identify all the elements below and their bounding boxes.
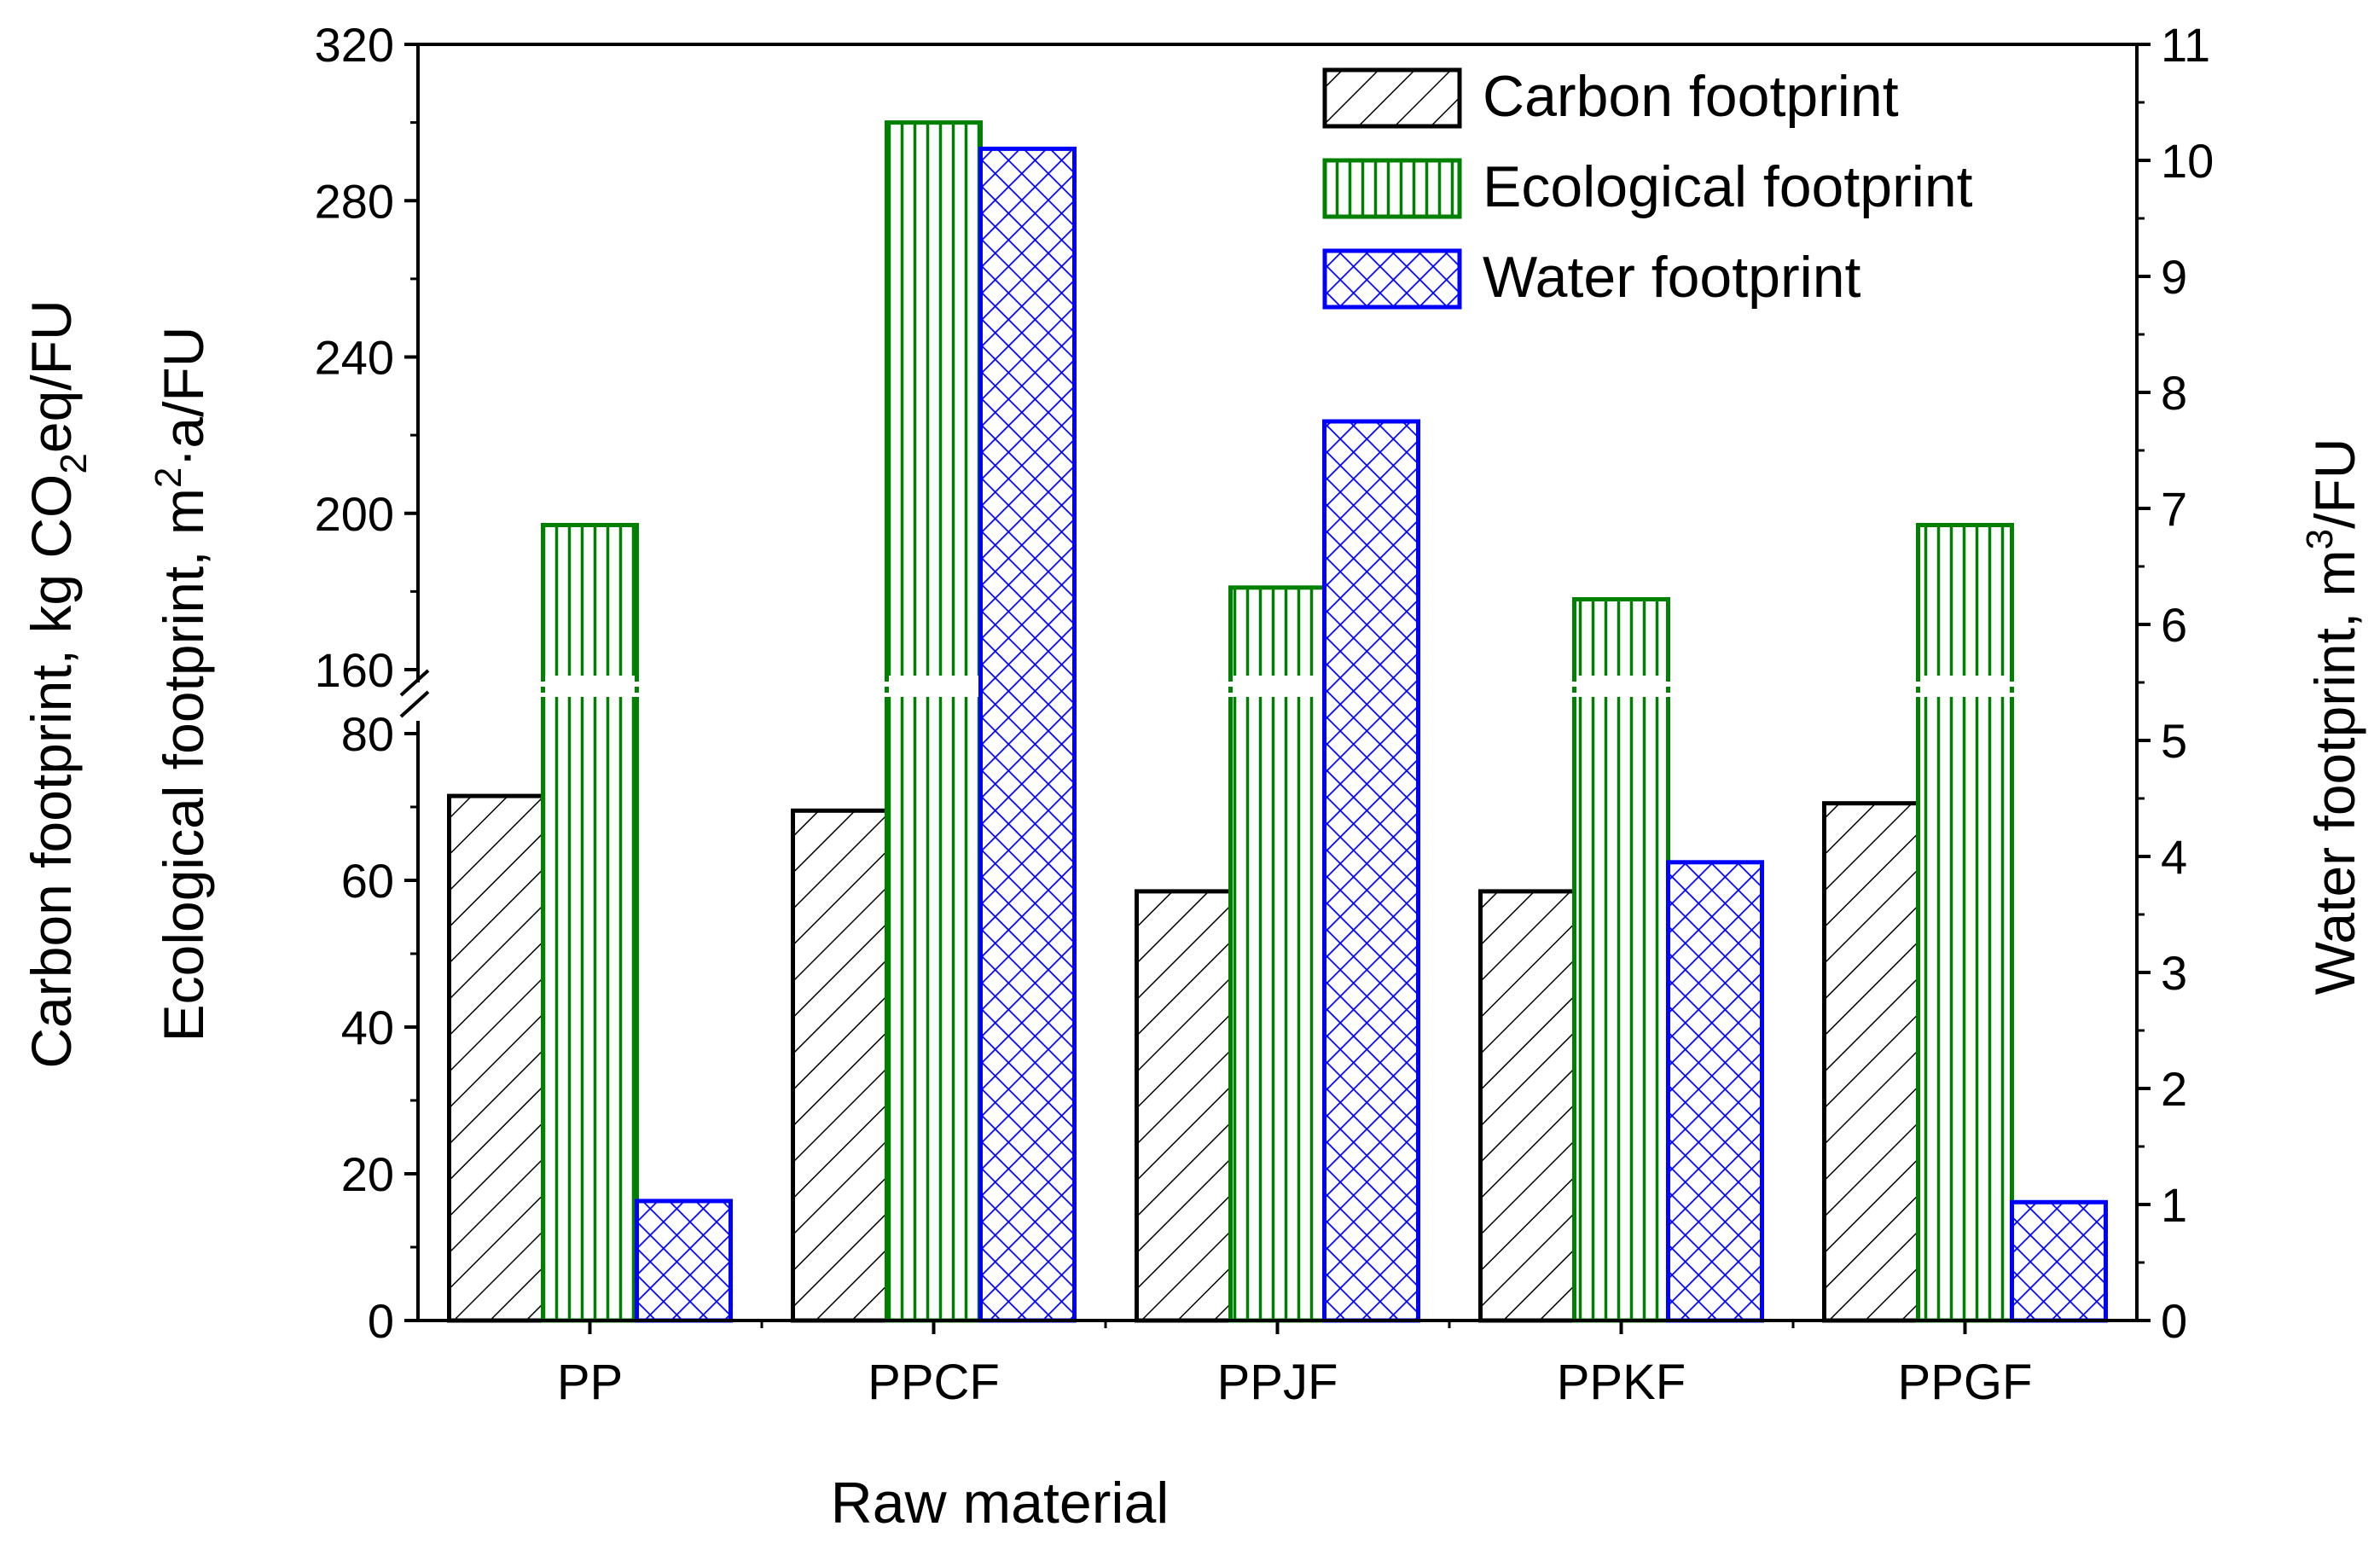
- y-right-tick-label: 1: [2161, 1178, 2187, 1232]
- bar-break-gap-ecological-footprint-ppcf: [881, 676, 986, 697]
- y-left-tick-label: 0: [368, 1294, 394, 1348]
- bar-water-footprint-ppcf: [978, 146, 1077, 1323]
- y-right-tick-label: 8: [2161, 366, 2187, 420]
- legend-swatch-ecological-footprint: [1322, 158, 1462, 219]
- y-axis-title-left-ecological: Ecological footprint, m2·a/FU: [148, 327, 215, 1042]
- y-left-tick-label: 40: [341, 1001, 394, 1054]
- y-right-tick-label: 11: [2161, 18, 2210, 72]
- bar-water-footprint-ppgf: [2010, 1199, 2108, 1323]
- bar-break-gap-ecological-footprint-ppgf: [1913, 676, 2017, 697]
- y-axis-title-left-ecological-post: ·a/FU: [152, 327, 215, 467]
- bar-water-footprint-ppjf: [1322, 419, 1420, 1323]
- y-right-tick-label: 9: [2161, 250, 2187, 304]
- y-axis-title-left-carbon: Carbon footprint, kg CO2eq/FU: [20, 299, 95, 1068]
- y-left-tick-label: 60: [341, 854, 394, 908]
- bar-break-gap-ecological-footprint-ppkf: [1569, 676, 1674, 697]
- bar-ecological-footprint-ppcf: [885, 120, 983, 1323]
- y-right-tick-label: 7: [2161, 482, 2187, 536]
- y-axis-title-left-carbon-sub: 2: [53, 453, 95, 473]
- x-tick-label-pp: PP: [557, 1355, 623, 1410]
- x-tick-label-ppcf: PPCF: [868, 1355, 1000, 1410]
- y-right-tick-label: 3: [2161, 946, 2187, 1000]
- y-left-tick-label: 160: [315, 643, 394, 697]
- bar-water-footprint-pp: [635, 1199, 733, 1323]
- bar-carbon-footprint-ppcf: [791, 808, 889, 1323]
- y-right-tick-label: 6: [2161, 598, 2187, 652]
- legend-swatch-carbon-footprint: [1322, 67, 1462, 129]
- y-left-tick-label: 80: [341, 707, 394, 761]
- bar-carbon-footprint-ppjf: [1135, 889, 1233, 1323]
- y-right-tick-label: 2: [2161, 1062, 2187, 1116]
- y-left-tick-label: 240: [315, 331, 394, 385]
- legend-label-water-footprint: Water footprint: [1483, 245, 1861, 310]
- bar-water-footprint-ppkf: [1666, 860, 1764, 1323]
- y-right-tick-label: 0: [2161, 1294, 2187, 1348]
- bar-break-gap-ecological-footprint-pp: [537, 676, 642, 697]
- y-axis-title-left-ecological-sup: 2: [148, 467, 189, 488]
- y-left-tick-label: 320: [315, 18, 394, 72]
- ticks-layer: 0 20 40 60 80 160 200 240 280 320 0 1 2 3 4 5 6 7 8 9 10 11 PP…: [315, 18, 2215, 1410]
- axis-break-mark-upper: [399, 669, 430, 697]
- y-left-tick-label: 280: [315, 174, 394, 228]
- y-left-tick-label: 200: [315, 487, 394, 541]
- y-left-tick-label: 20: [341, 1147, 394, 1201]
- y-axis-title-left-carbon-post: eq/FU: [20, 299, 83, 453]
- bar-ecological-footprint-pp: [541, 522, 639, 1323]
- axis-break-mark-lower: [399, 690, 430, 718]
- bars-layer: [447, 120, 2108, 1323]
- y-right-tick-label: 4: [2161, 830, 2187, 884]
- x-tick-label-ppgf: PPGF: [1898, 1355, 2033, 1410]
- x-tick-label-ppkf: PPKF: [1557, 1355, 1686, 1410]
- legend: Carbon footprint Ecological footprint Wate…: [1322, 64, 1973, 310]
- bar-ecological-footprint-ppkf: [1572, 597, 1670, 1323]
- bar-carbon-footprint-pp: [447, 793, 545, 1323]
- y-right-tick-label: 10: [2161, 134, 2214, 188]
- legend-swatch-water-footprint: [1322, 248, 1462, 310]
- legend-label-carbon-footprint: Carbon footprint: [1483, 64, 1899, 129]
- y-axis-title-right-post: /FU: [2303, 438, 2366, 529]
- y-axis-title-right-sup: 3: [2299, 529, 2341, 549]
- legend-label-ecological-footprint: Ecological footprint: [1483, 154, 1973, 219]
- bar-ecological-footprint-ppjf: [1228, 585, 1326, 1323]
- bar-carbon-footprint-ppkf: [1478, 889, 1576, 1323]
- x-axis-title: Raw material: [831, 1471, 1170, 1535]
- y-axis-title-right-pre: Water footprint, m: [2303, 549, 2366, 995]
- bar-ecological-footprint-ppgf: [1916, 522, 2014, 1323]
- y-axis-title-left-carbon-pre: Carbon footprint, kg CO: [20, 474, 83, 1069]
- bar-carbon-footprint-ppgf: [1822, 801, 1920, 1323]
- y-axis-title-left-ecological-pre: Ecological footprint, m: [152, 488, 215, 1042]
- x-tick-label-ppjf: PPJF: [1217, 1355, 1338, 1410]
- y-axis-title-right-water: Water footprint, m3/FU: [2299, 438, 2366, 995]
- y-right-tick-label: 5: [2161, 714, 2187, 768]
- bar-break-gap-ecological-footprint-ppjf: [1225, 676, 1330, 697]
